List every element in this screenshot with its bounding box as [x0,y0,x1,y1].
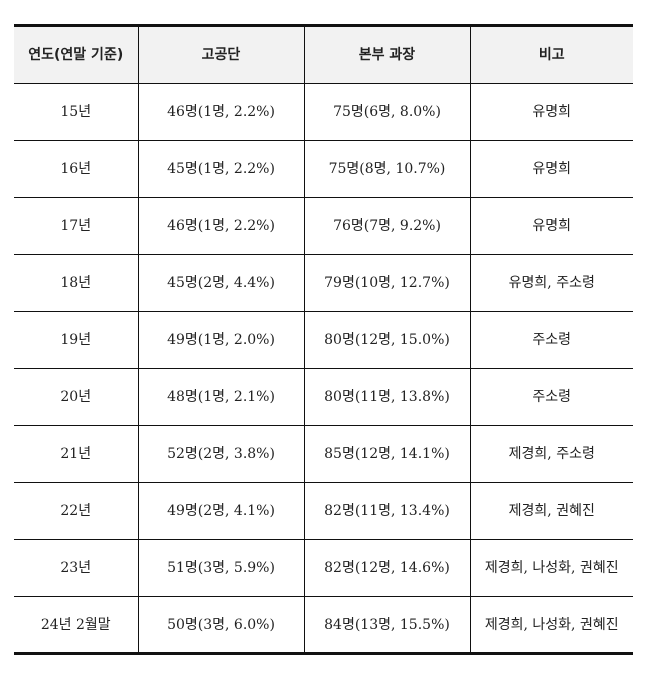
table-row: 19년 49명(1명, 2.0%) 80명(12명, 15.0%) 주소령 [14,311,633,369]
senior-officials-cell: 49명(2명, 4.1%) [137,482,304,540]
senior-officials-cell: 49명(1명, 2.0%) [137,311,304,369]
division-directors-cell: 84명(13명, 15.5%) [303,596,470,655]
division-directors-cell: 80명(11명, 13.8%) [303,368,470,426]
remarks-cell: 주소령 [469,311,633,369]
remarks-cell: 유명희 [469,83,633,141]
table-row: 16년 45명(1명, 2.2%) 75명(8명, 10.7%) 유명희 [14,140,633,198]
division-directors-cell: 75명(6명, 8.0%) [303,83,470,141]
division-directors-cell: 79명(10명, 12.7%) [303,254,470,312]
remarks-cell: 유명희, 주소령 [469,254,633,312]
remarks-cell: 주소령 [469,368,633,426]
year-cell: 23년 [14,539,138,597]
year-cell: 16년 [14,140,138,198]
remarks-cell: 제경희, 나성화, 권혜진 [469,596,633,655]
senior-officials-cell: 45명(2명, 4.4%) [137,254,304,312]
year-cell: 18년 [14,254,138,312]
senior-officials-cell: 52명(2명, 3.8%) [137,425,304,483]
division-directors-cell: 80명(12명, 15.0%) [303,311,470,369]
header-remarks: 비고 [469,24,633,84]
senior-officials-cell: 51명(3명, 5.9%) [137,539,304,597]
division-directors-cell: 85명(12명, 14.1%) [303,425,470,483]
year-cell: 22년 [14,482,138,540]
remarks-cell: 제경희, 나성화, 권혜진 [469,539,633,597]
table-row: 17년 46명(1명, 2.2%) 76명(7명, 9.2%) 유명희 [14,197,633,255]
year-cell: 17년 [14,197,138,255]
table-row: 21년 52명(2명, 3.8%) 85명(12명, 14.1%) 제경희, 주소령 [14,425,633,483]
data-table: 연도(연말 기준) 고공단 본부 과장 비고 15년 46명(1명, 2.2%) 7… [14,24,633,655]
division-directors-cell: 82명(11명, 13.4%) [303,482,470,540]
table-row: 22년 49명(2명, 4.1%) 82명(11명, 13.4%) 제경희, 권혜진 [14,482,633,540]
senior-officials-cell: 50명(3명, 6.0%) [137,596,304,655]
remarks-cell: 유명희 [469,197,633,255]
year-cell: 19년 [14,311,138,369]
senior-officials-cell: 45명(1명, 2.2%) [137,140,304,198]
division-directors-cell: 82명(12명, 14.6%) [303,539,470,597]
year-cell: 21년 [14,425,138,483]
division-directors-cell: 75명(8명, 10.7%) [303,140,470,198]
year-cell: 20년 [14,368,138,426]
table-row: 15년 46명(1명, 2.2%) 75명(6명, 8.0%) 유명희 [14,83,633,141]
remarks-cell: 제경희, 주소령 [469,425,633,483]
year-cell: 24년 2월말 [14,596,138,655]
header-row: 연도(연말 기준) 고공단 본부 과장 비고 [14,24,633,84]
table-row: 24년 2월말 50명(3명, 6.0%) 84명(13명, 15.5%) 제경희, … [14,596,633,655]
table-row: 23년 51명(3명, 5.9%) 82명(12명, 14.6%) 제경희, 나성화,… [14,539,633,597]
table-row: 20년 48명(1명, 2.1%) 80명(11명, 13.8%) 주소령 [14,368,633,426]
table-row: 18년 45명(2명, 4.4%) 79명(10명, 12.7%) 유명희, 주소령 [14,254,633,312]
remarks-cell: 유명희 [469,140,633,198]
senior-officials-cell: 48명(1명, 2.1%) [137,368,304,426]
senior-officials-cell: 46명(1명, 2.2%) [137,197,304,255]
year-cell: 15년 [14,83,138,141]
senior-officials-cell: 46명(1명, 2.2%) [137,83,304,141]
remarks-cell: 제경희, 권혜진 [469,482,633,540]
header-division-directors: 본부 과장 [303,24,470,84]
header-senior-officials: 고공단 [137,24,304,84]
division-directors-cell: 76명(7명, 9.2%) [303,197,470,255]
header-year: 연도(연말 기준) [14,24,138,84]
